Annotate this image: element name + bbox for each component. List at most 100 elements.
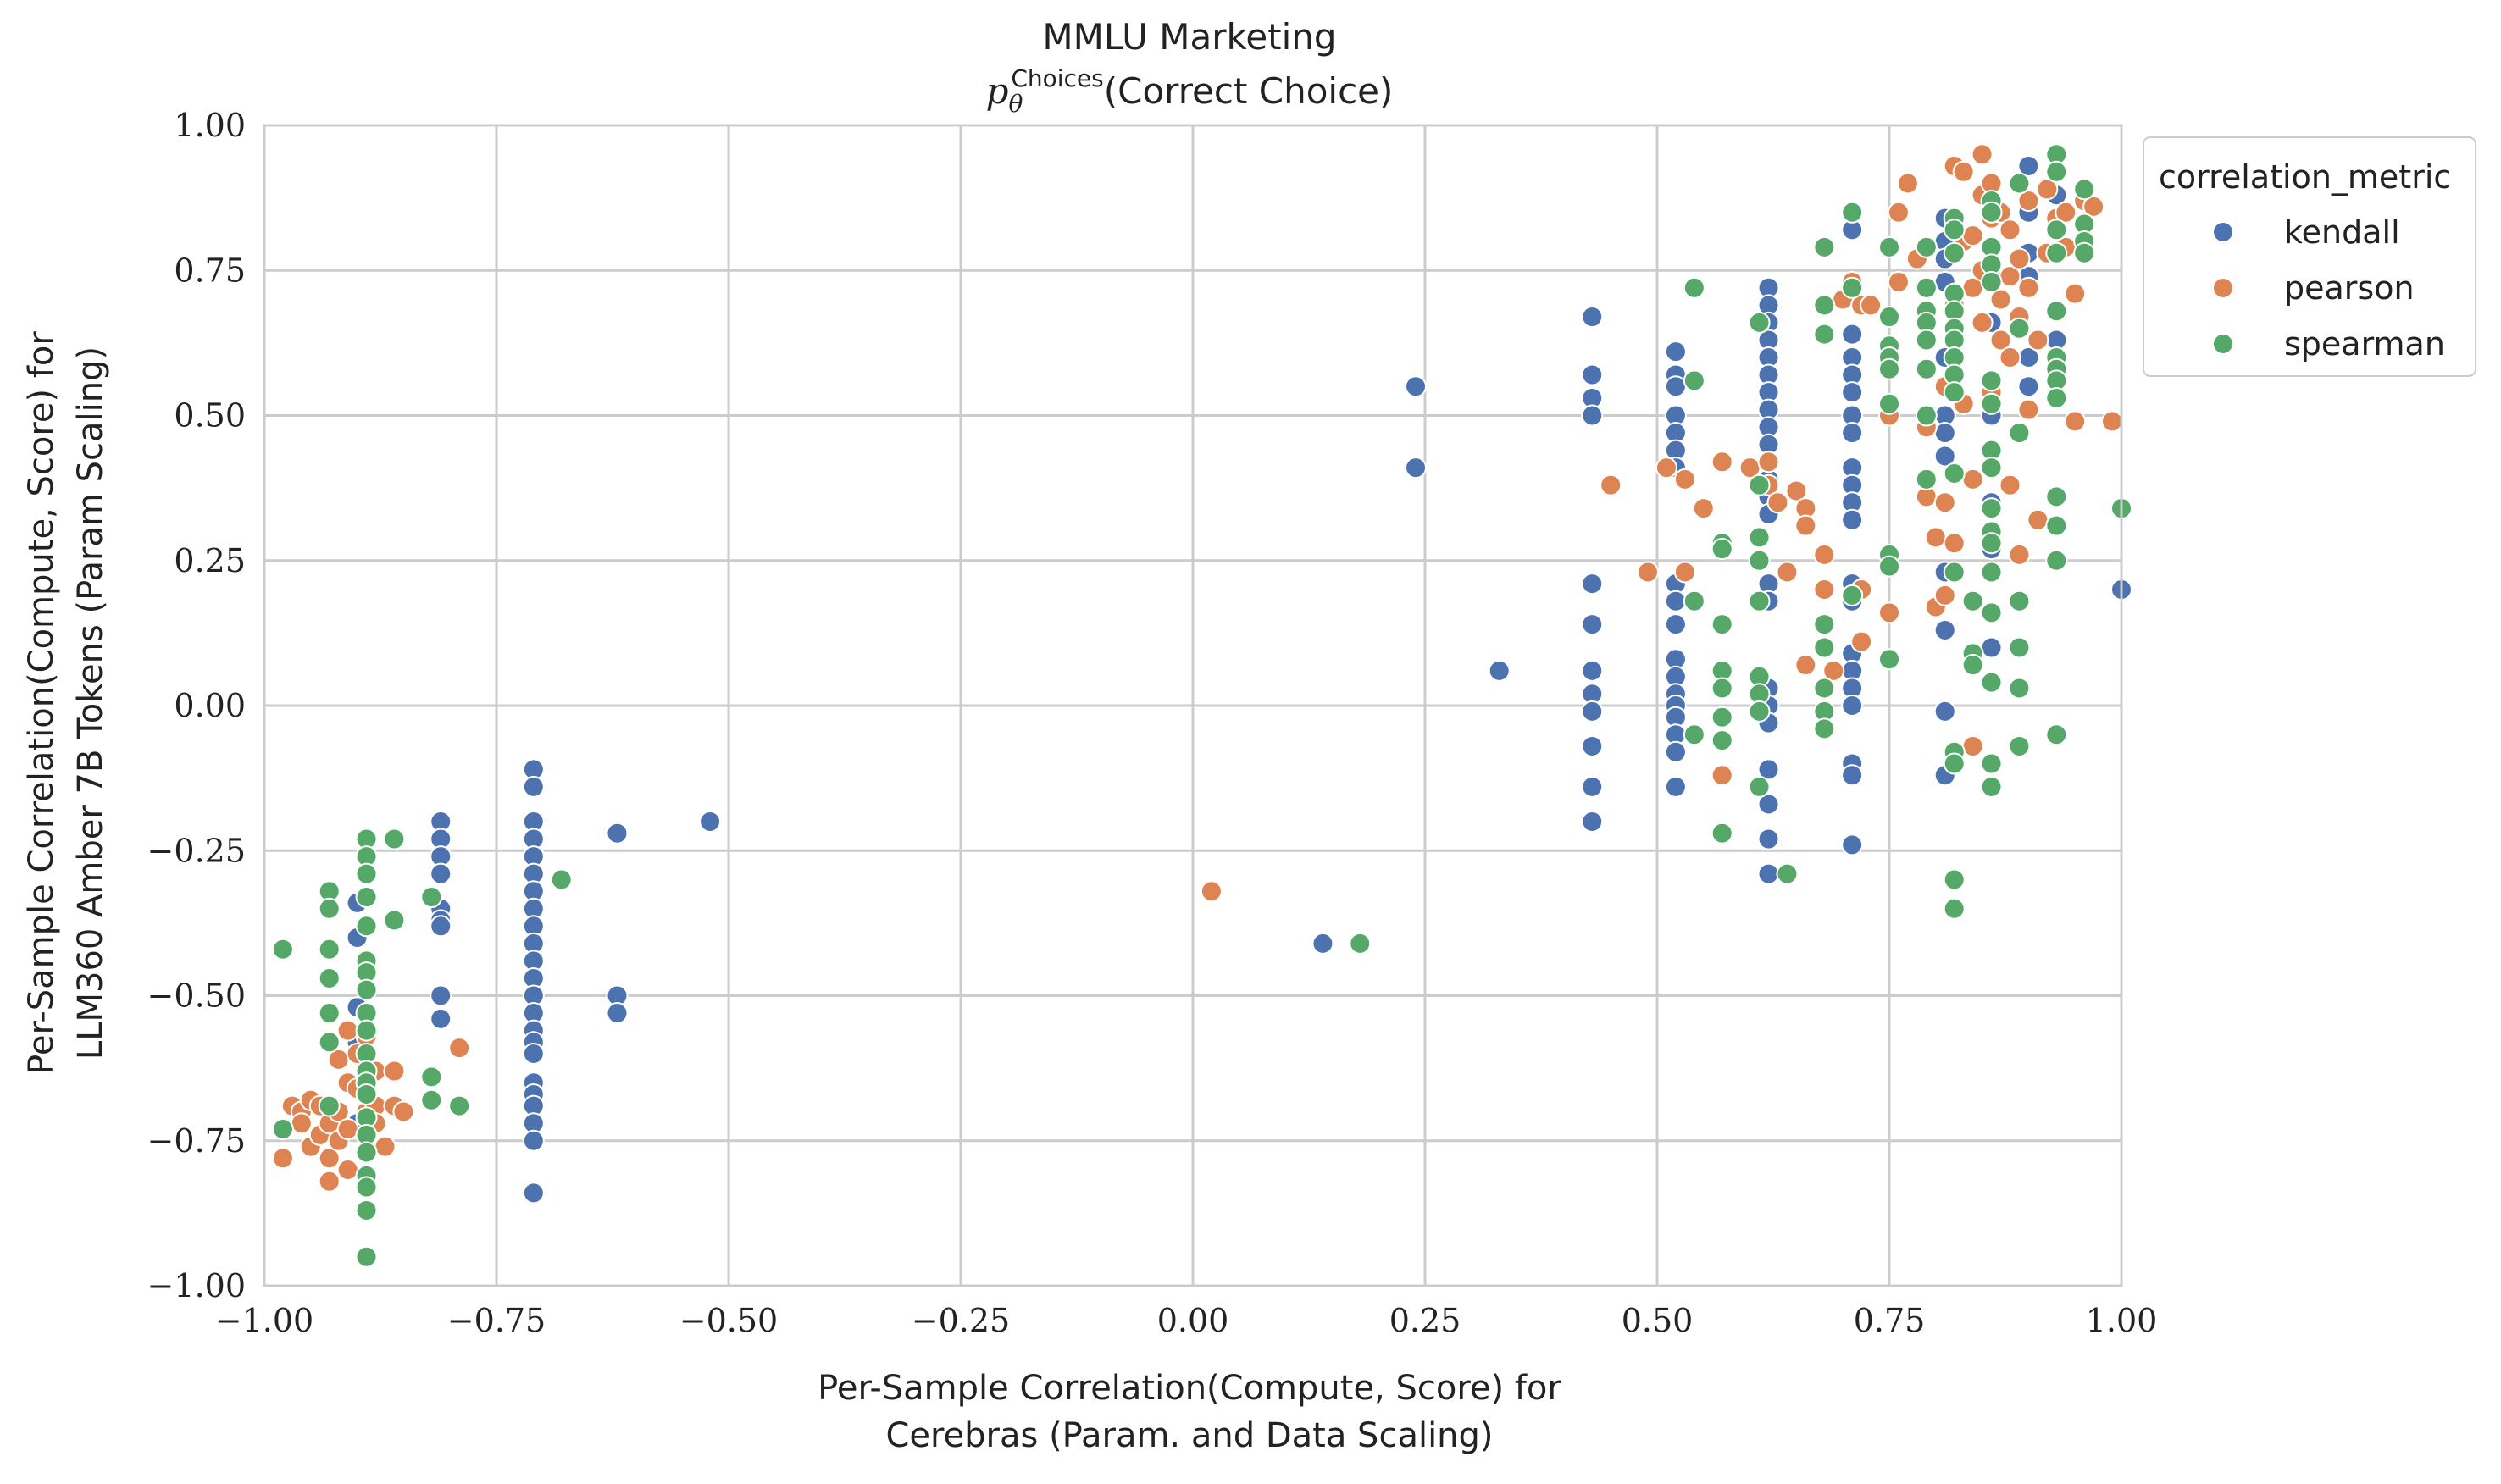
pearson-point — [1766, 491, 1789, 514]
spearman-point — [1813, 636, 1836, 659]
spearman-point — [1748, 775, 1771, 798]
x-axis-label: Per-Sample Correlation(Compute, Score) f… — [818, 1369, 1561, 1455]
kendall-point — [430, 862, 452, 885]
legend-marker-spearman — [2212, 333, 2234, 355]
spearman-point — [383, 828, 406, 850]
y-axis-label-line-1: Per-Sample Correlation(Compute, Score) f… — [22, 331, 61, 1075]
subtitle-prefix: p — [986, 70, 1009, 112]
pearson-point — [2017, 398, 2040, 421]
spearman-point — [1841, 201, 1864, 224]
y-tick-label: 1.00 — [174, 107, 246, 144]
spearman-point — [2008, 734, 2031, 757]
spearman-point — [355, 1141, 378, 1164]
pearson-point — [1961, 468, 1984, 490]
pearson-point — [336, 1019, 359, 1042]
spearman-point — [1813, 677, 1836, 700]
spearman-point — [1813, 613, 1836, 636]
spearman-point — [2008, 677, 2031, 700]
pearson-point — [1933, 584, 1956, 606]
pearson-point — [1896, 172, 1919, 195]
spearman-point — [1980, 561, 2003, 584]
pearson-point — [1776, 561, 1799, 584]
spearman-point — [2045, 241, 2068, 264]
spearman-point — [1915, 329, 1938, 352]
spearman-point — [1915, 468, 1938, 490]
kendall-point — [1581, 734, 1604, 757]
spearman-point — [1980, 601, 2003, 624]
spearman-point — [1748, 549, 1771, 572]
kendall-point — [1581, 573, 1604, 595]
spearman-point — [1943, 752, 1966, 775]
pearson-point — [2008, 543, 2031, 566]
spearman-point — [271, 938, 294, 961]
spearman-point — [2008, 636, 2031, 659]
kendall-point — [522, 1182, 545, 1204]
kendall-point — [1405, 375, 1428, 398]
pearson-point — [1887, 201, 1910, 224]
spearman-point — [355, 862, 378, 885]
spearman-point — [1915, 404, 1938, 427]
pearson-point — [1887, 270, 1910, 293]
pearson-point — [1971, 311, 1994, 334]
spearman-point — [1980, 497, 2003, 520]
pearson-point — [1860, 294, 1883, 317]
pearson-point — [2017, 190, 2040, 213]
spearman-point — [1943, 897, 1966, 920]
series-pearson — [271, 143, 2124, 1193]
pearson-point — [290, 1112, 313, 1135]
spearman-point — [1878, 392, 1900, 415]
spearman-point — [318, 966, 341, 989]
legend-entries: kendall pearson spearman — [2212, 213, 2445, 363]
kendall-point — [430, 1007, 452, 1030]
kendall-point — [1581, 404, 1604, 427]
pearson-point — [271, 1147, 294, 1170]
kendall-point — [1841, 422, 1864, 445]
spearman-point — [1748, 311, 1771, 334]
pearson-point — [1673, 468, 1696, 490]
spearman-point — [318, 1094, 341, 1117]
spearman-point — [1943, 462, 1966, 485]
spearman-point — [383, 909, 406, 932]
pearson-point — [1655, 457, 1678, 479]
spearman-point — [1980, 270, 2003, 293]
spearman-point — [1683, 723, 1705, 746]
kendall-point — [1664, 375, 1687, 398]
pearson-point — [1600, 473, 1622, 496]
pearson-point — [2017, 276, 2040, 299]
pearson-point — [1961, 734, 1984, 757]
spearman-point — [550, 868, 573, 891]
kendall-point — [1841, 323, 1864, 346]
spearman-point — [420, 1066, 443, 1088]
spearman-point — [2045, 160, 2068, 183]
spearman-point — [1748, 590, 1771, 612]
kendall-point — [699, 811, 722, 833]
spearman-point — [2008, 422, 2031, 445]
spearman-point — [2045, 485, 2068, 508]
spearman-point — [355, 1176, 378, 1199]
kendall-point — [1312, 932, 1334, 955]
pearson-point — [1822, 659, 1845, 682]
spearman-point — [1980, 392, 2003, 415]
kendall-point — [1664, 740, 1687, 763]
pearson-point — [1794, 514, 1817, 537]
y-axis-label-line-2: LLM360 Amber 7B Tokens (Param Scaling) — [71, 346, 110, 1060]
pearson-point — [1924, 526, 1947, 549]
kendall-point — [1581, 363, 1604, 386]
kendall-point — [1581, 811, 1604, 833]
legend-label-pearson: pearson — [2284, 269, 2415, 307]
kendall-point — [1757, 758, 1780, 781]
pearson-point — [2064, 282, 2087, 305]
pearson-point — [1989, 329, 2012, 352]
pearson-point — [1673, 561, 1696, 584]
pearson-point — [1813, 579, 1836, 601]
spearman-point — [1841, 276, 1864, 299]
kendall-point — [1664, 590, 1687, 612]
spearman-point — [355, 978, 378, 1001]
pearson-point — [1785, 479, 1808, 502]
chart-title: MMLU Marketing — [1042, 16, 1336, 58]
y-tick-labels: −1.00 −0.75 −0.50 −0.25 0.00 0.25 0.50 0.75 1.00 — [147, 107, 246, 1304]
kendall-point — [1933, 700, 1956, 723]
spearman-point — [1711, 822, 1733, 844]
pearson-point — [1813, 543, 1836, 566]
